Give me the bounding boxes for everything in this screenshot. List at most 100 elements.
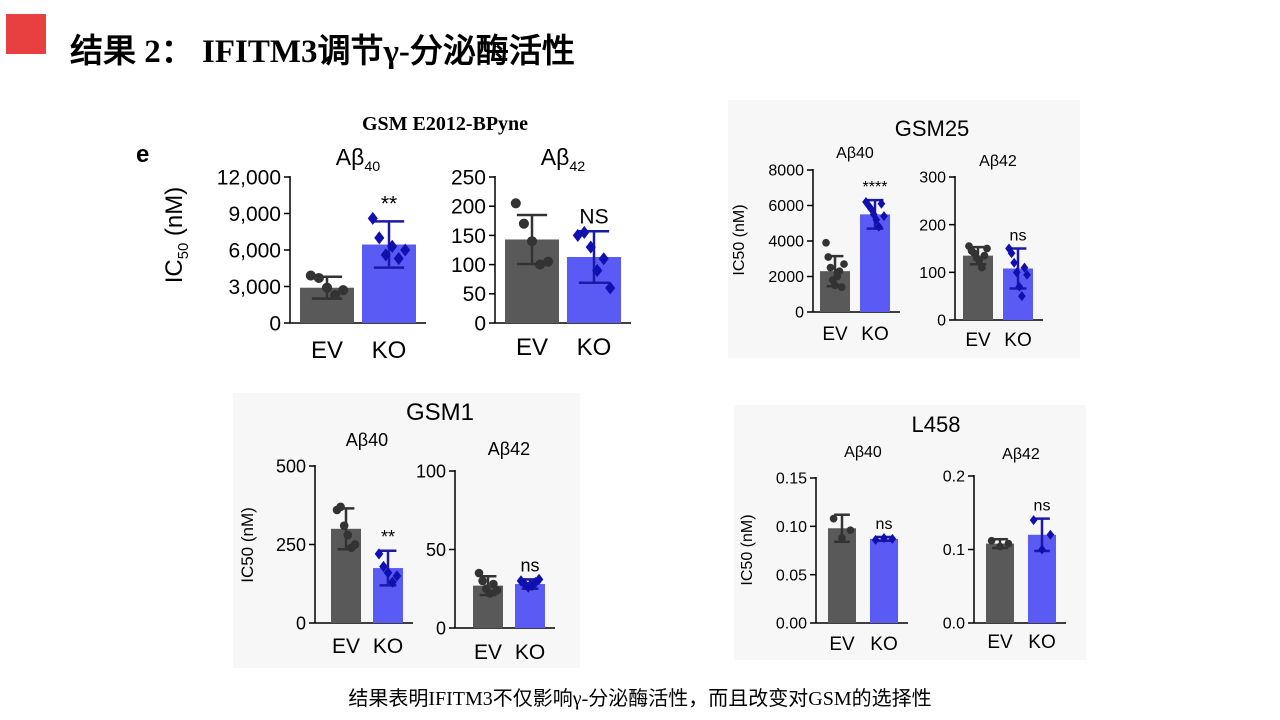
data-point-ko [523, 581, 533, 593]
subplot-title-prefix: Aβ [336, 144, 365, 170]
data-point-ko [387, 239, 398, 253]
subplot-title: Aβ40 [346, 430, 388, 450]
chart-panel-gsm1: GSM1 IC50 (nM) Aβ40 0 250 500 EV KO ** Aβ42 0 50 100… [233, 393, 580, 668]
data-point-ev [321, 282, 333, 293]
y-axis-label: IC50 (nM) [731, 204, 748, 275]
data-point-ko [605, 281, 616, 295]
data-point-ev [478, 576, 487, 586]
x-category-label: EV [987, 632, 1013, 653]
data-point-ev [339, 521, 349, 530]
subplot-title: Aβ42 [1002, 446, 1040, 463]
significance-label: **** [863, 179, 888, 196]
bar-ko [860, 214, 890, 312]
y-tick-label: 0.2 [943, 469, 965, 486]
bar-ev [828, 528, 856, 623]
data-point-ko [1029, 515, 1038, 526]
slide-caption: 结果表明IFITM3不仅影响γ-分泌酶活性，而且改变对GSM的选择性 [348, 688, 932, 710]
data-point-ko [869, 209, 878, 220]
subplot-1: Aβ40 0 250 500 EV KO ** [276, 430, 413, 658]
data-point-ev [305, 270, 316, 281]
bar-ko [515, 584, 545, 628]
data-point-ko [598, 252, 609, 266]
y-tick-label: 200 [451, 196, 486, 219]
data-point-ko [872, 214, 881, 225]
data-point-ev [987, 536, 996, 545]
x-category-label: KO [373, 635, 403, 658]
x-category-label: EV [332, 635, 360, 658]
significance-label: ns [520, 555, 539, 575]
subplot-title-sub: 42 [569, 159, 585, 175]
data-point-ev [826, 263, 835, 272]
y-tick-label: 200 [919, 217, 946, 234]
data-point-ev [313, 272, 324, 284]
y-tick-label: 8000 [768, 163, 804, 180]
subplot-2: Aβ42 0 50 100 EV KO ns [416, 439, 555, 664]
chart-title: GSM25 [895, 116, 970, 141]
x-category-label: KO [870, 634, 897, 655]
data-point-ko [1038, 544, 1046, 555]
subplot-2: Aβ42 0 50 100 150 200 250 EV KO NS [451, 144, 631, 361]
data-point-ko [1015, 281, 1024, 292]
chart-title: L458 [912, 412, 961, 437]
data-point-ko [379, 560, 388, 573]
y-tick-label: 0.10 [776, 519, 807, 536]
data-point-ko [374, 231, 385, 245]
subplot-title: Aβ40 [336, 144, 381, 175]
data-point-ko [374, 548, 384, 560]
y-tick-label: 0 [474, 312, 486, 335]
x-category-label: EV [822, 324, 848, 345]
y-axis-label-prefix: IC [161, 259, 188, 283]
y-tick-label: 0.15 [776, 471, 807, 488]
y-tick-label: 250 [276, 535, 306, 555]
data-point-ev [336, 502, 345, 512]
data-point-ev [1004, 539, 1013, 548]
data-point-ev [980, 251, 989, 260]
y-tick-label: 0 [795, 305, 804, 322]
data-point-ko [520, 578, 529, 590]
data-point-ev [350, 540, 360, 549]
data-point-ev [829, 514, 838, 523]
y-tick-label: 6,000 [228, 239, 281, 262]
y-tick-label: 0 [436, 618, 446, 638]
data-point-ev [846, 526, 855, 535]
data-point-ev [489, 579, 498, 589]
subplot-1: Aβ40 0.00 0.05 0.10 0.15 EV KO ns [776, 444, 908, 655]
significance-label: ** [381, 527, 395, 547]
data-point-ev [526, 236, 538, 247]
chart-title: GSM1 [406, 399, 474, 426]
data-point-ev [510, 198, 521, 209]
y-axis-label: IC50 (nM) [739, 514, 756, 585]
data-point-ev [975, 256, 984, 265]
data-point-ko [1007, 248, 1016, 259]
y-tick-label: 4000 [768, 234, 804, 251]
x-category-label: KO [861, 324, 888, 345]
y-tick-label: 50 [426, 540, 446, 560]
y-tick-label: 0.00 [776, 616, 807, 633]
subplot-2: Aβ42 0 100 200 300 EV KO ns [919, 153, 1043, 351]
data-point-ko [1020, 262, 1029, 273]
data-point-ev [978, 263, 986, 272]
data-point-ev [983, 244, 991, 253]
x-category-label: KO [515, 641, 545, 664]
x-category-label: KO [1028, 632, 1055, 653]
data-point-ko [1010, 257, 1018, 268]
y-tick-label: 100 [919, 265, 946, 282]
subplot-title: Aβ42 [488, 439, 530, 459]
y-tick-label: 3,000 [228, 276, 281, 299]
significance-label: NS [579, 205, 608, 228]
x-category-label: EV [965, 330, 991, 351]
x-category-label: EV [311, 337, 343, 364]
data-point-ev [837, 283, 846, 291]
y-tick-label: 2000 [768, 269, 804, 286]
data-point-ko [1023, 269, 1031, 280]
data-point-ev [838, 534, 846, 542]
data-point-ev [996, 542, 1004, 551]
data-point-ev [330, 289, 341, 301]
data-point-ko [880, 211, 888, 222]
data-point-ko [1018, 291, 1026, 302]
x-category-label: KO [372, 337, 407, 364]
y-tick-label: 100 [451, 254, 486, 277]
data-point-ko [1012, 267, 1021, 278]
